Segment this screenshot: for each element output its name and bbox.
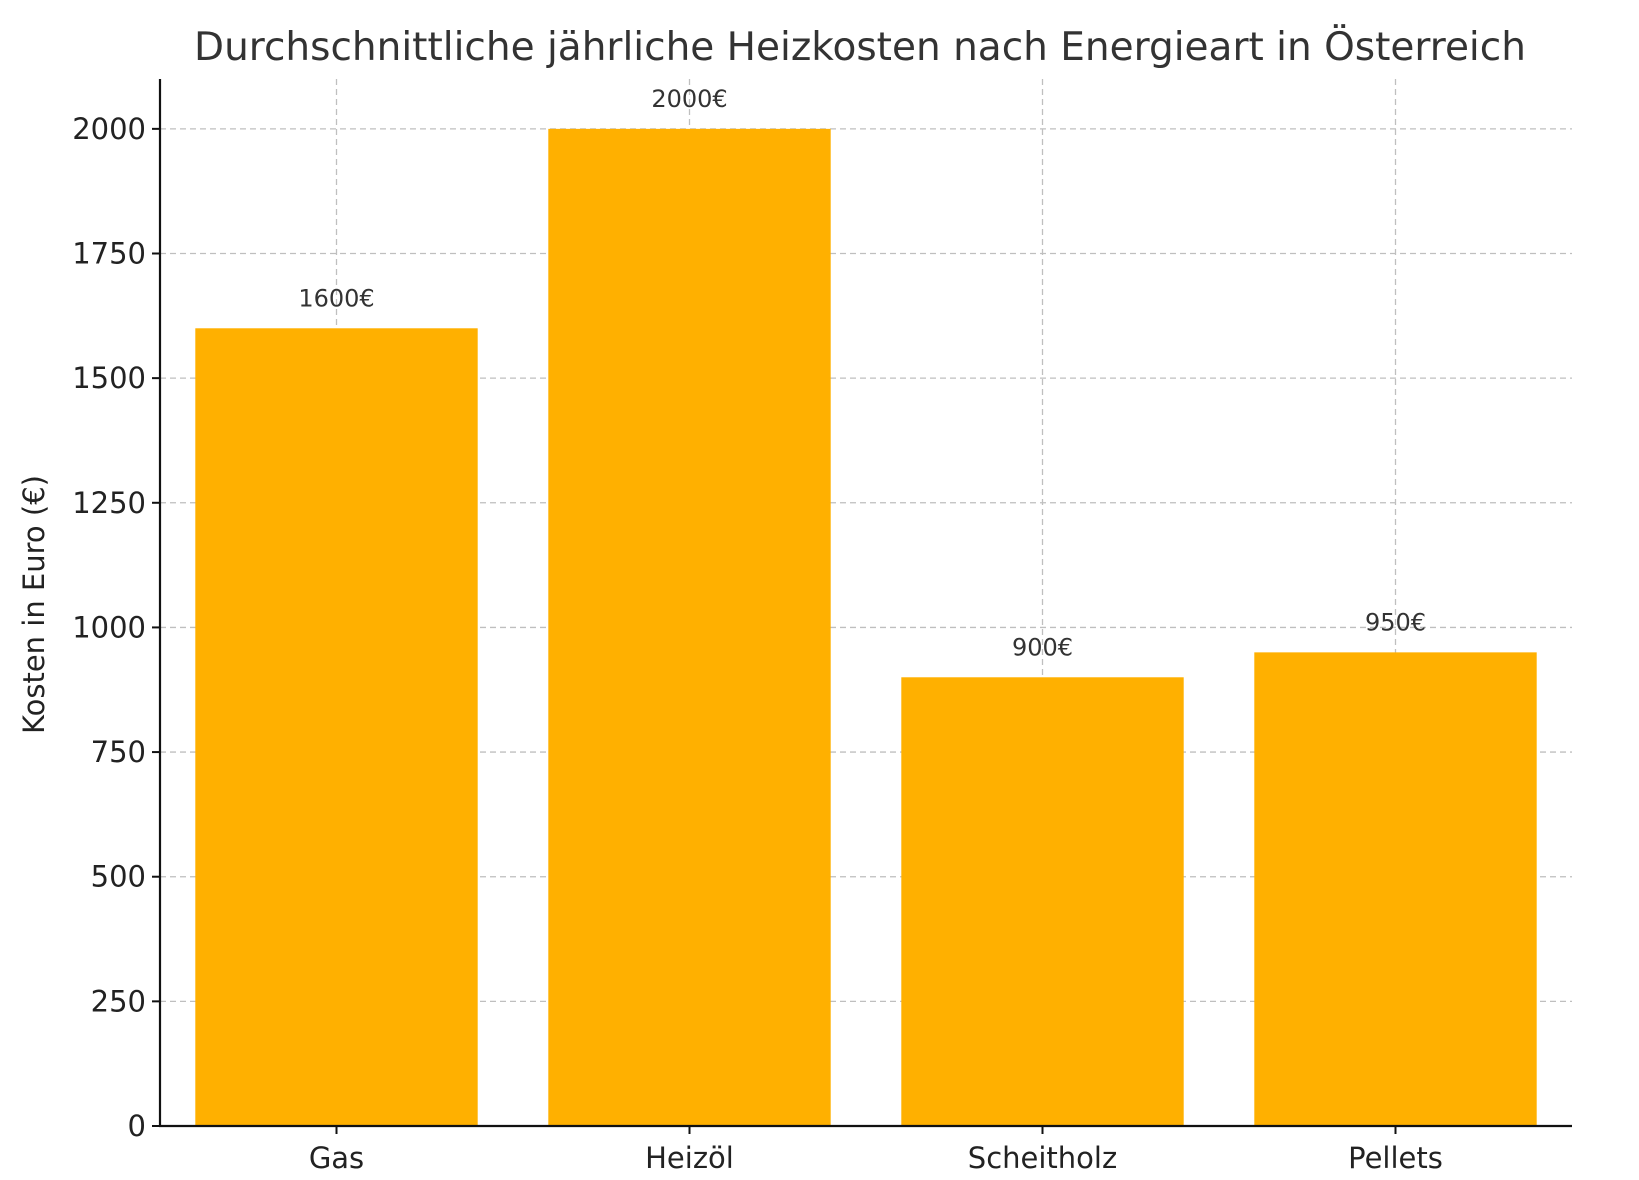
y-tick-label: 1250 (72, 486, 146, 520)
x-tick-label: Pellets (1348, 1141, 1443, 1175)
ticks-layer: 0 250 500 750 1000 1250 1500 1750 2000 Gas Heizöl S… (72, 112, 1443, 1175)
y-tick-label: 0 (128, 1109, 146, 1143)
bar-pellets (1254, 652, 1537, 1126)
bars-layer (195, 128, 1537, 1126)
data-label: 2000€ (651, 85, 727, 113)
data-label: 950€ (1365, 608, 1426, 636)
bar-scheitholz (901, 677, 1184, 1126)
y-tick-label: 2000 (72, 112, 146, 146)
y-tick-label: 1500 (72, 361, 146, 395)
data-label: 900€ (1012, 633, 1073, 661)
x-tick-label: Heizöl (645, 1141, 734, 1175)
y-tick-label: 1750 (72, 237, 146, 271)
data-labels-layer: 1600€ 2000€ 900€ 950€ (298, 85, 1426, 661)
y-tick-label: 500 (91, 860, 146, 894)
y-tick-label: 1000 (72, 610, 146, 644)
data-label: 1600€ (298, 284, 374, 312)
y-tick-label: 750 (91, 735, 146, 769)
bar-gas (195, 328, 478, 1126)
x-tick-label: Gas (309, 1141, 364, 1175)
chart-title: Durchschnittliche jährliche Heizkosten n… (194, 24, 1526, 70)
x-tick-label: Scheitholz (968, 1141, 1117, 1175)
y-axis-label: Kosten in Euro (€) (17, 475, 51, 734)
bar-heizöl (548, 128, 831, 1126)
y-tick-label: 250 (91, 984, 146, 1018)
